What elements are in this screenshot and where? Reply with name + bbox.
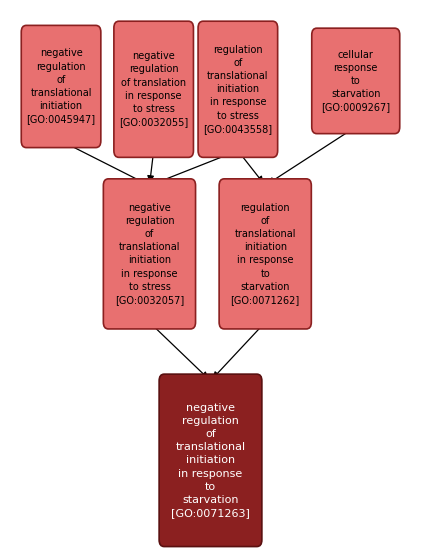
Text: regulation
of
translational
initiation
in response
to
starvation
[GO:0071262]: regulation of translational initiation i… <box>231 203 300 305</box>
FancyBboxPatch shape <box>21 25 101 148</box>
Text: negative
regulation
of translation
in response
to stress
[GO:0032055]: negative regulation of translation in re… <box>119 51 188 127</box>
FancyBboxPatch shape <box>159 374 262 547</box>
FancyBboxPatch shape <box>219 179 312 329</box>
Text: regulation
of
translational
initiation
in response
to stress
[GO:0043558]: regulation of translational initiation i… <box>203 45 272 134</box>
Text: negative
regulation
of
translational
initiation
in response
to stress
[GO:003205: negative regulation of translational ini… <box>115 203 184 305</box>
FancyBboxPatch shape <box>312 28 400 134</box>
Text: negative
regulation
of
translational
initiation
in response
to
starvation
[GO:00: negative regulation of translational ini… <box>171 402 250 518</box>
FancyBboxPatch shape <box>103 179 195 329</box>
Text: negative
regulation
of
translational
initiation
[GO:0045947]: negative regulation of translational ini… <box>27 49 96 124</box>
FancyBboxPatch shape <box>198 21 278 157</box>
FancyBboxPatch shape <box>114 21 193 157</box>
Text: cellular
response
to
starvation
[GO:0009267]: cellular response to starvation [GO:0009… <box>321 50 390 112</box>
